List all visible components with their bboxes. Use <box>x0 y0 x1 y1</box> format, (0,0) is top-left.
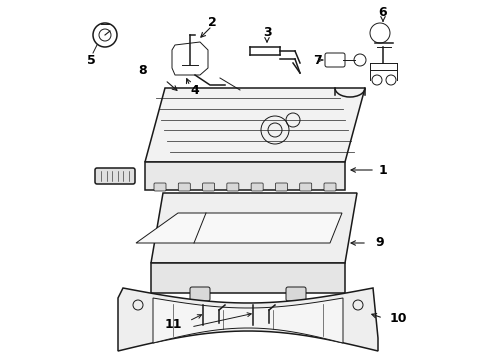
FancyBboxPatch shape <box>154 183 166 191</box>
FancyBboxPatch shape <box>286 287 306 301</box>
Text: 9: 9 <box>376 237 384 249</box>
FancyBboxPatch shape <box>227 183 239 191</box>
FancyBboxPatch shape <box>178 183 190 191</box>
Text: 3: 3 <box>263 27 271 40</box>
Polygon shape <box>145 162 345 190</box>
FancyBboxPatch shape <box>324 183 336 191</box>
Polygon shape <box>151 193 357 263</box>
Text: 7: 7 <box>313 54 321 67</box>
Polygon shape <box>151 263 345 293</box>
Text: 5: 5 <box>87 54 96 68</box>
Text: 10: 10 <box>389 311 407 324</box>
FancyBboxPatch shape <box>95 168 135 184</box>
Text: 4: 4 <box>191 84 199 96</box>
FancyBboxPatch shape <box>202 183 215 191</box>
Polygon shape <box>118 288 378 351</box>
Text: 6: 6 <box>379 6 387 19</box>
Text: 11: 11 <box>164 319 182 332</box>
Polygon shape <box>136 213 342 243</box>
Text: 8: 8 <box>139 63 147 77</box>
Polygon shape <box>153 298 343 343</box>
FancyBboxPatch shape <box>190 287 210 301</box>
Text: 2: 2 <box>208 15 217 28</box>
FancyBboxPatch shape <box>300 183 312 191</box>
FancyBboxPatch shape <box>251 183 263 191</box>
Polygon shape <box>145 88 365 162</box>
Text: 1: 1 <box>379 163 388 176</box>
FancyBboxPatch shape <box>275 183 288 191</box>
